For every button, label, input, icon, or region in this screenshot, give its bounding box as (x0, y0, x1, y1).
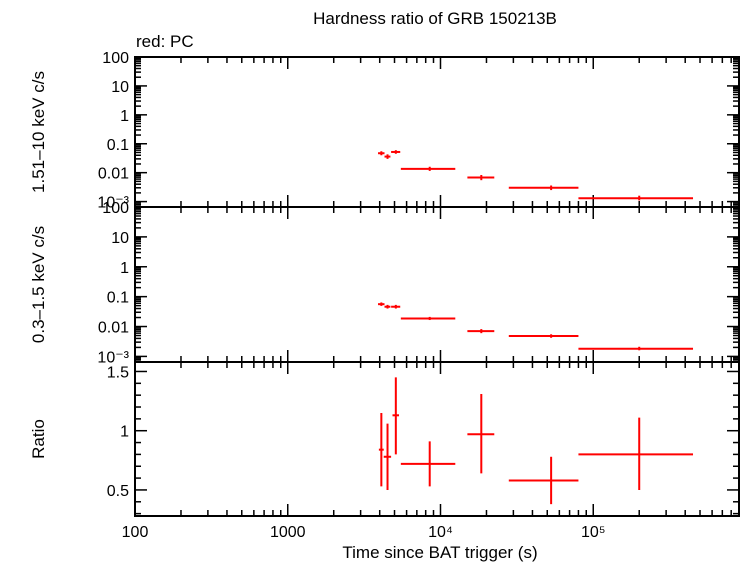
data-point (391, 304, 401, 309)
data-point (383, 423, 392, 490)
data-point (384, 154, 391, 159)
x-tick-label: 1000 (270, 524, 306, 541)
y-tick-label: 1 (120, 260, 129, 277)
data-point (391, 150, 401, 154)
y-axis-label-ratio: Ratio (29, 419, 48, 459)
data-point (578, 195, 694, 201)
data-point (508, 185, 579, 191)
y-axis-label-hard: 1.51–10 keV c/s (29, 71, 48, 193)
y-tick-label: 0.1 (107, 137, 129, 154)
panel-frame-hard (134, 56, 740, 208)
y-tick-label: 1 (120, 424, 129, 441)
data-point (400, 441, 456, 487)
data-point (400, 316, 456, 321)
y-tick-label: 10⁻³ (97, 349, 129, 366)
data-point (392, 377, 400, 455)
data-point (378, 302, 385, 306)
y-ticks-hard (135, 56, 739, 207)
data-point (467, 175, 495, 181)
y-ticks-soft (135, 206, 739, 362)
x-axis-label: Time since BAT trigger (s) (342, 543, 537, 562)
y-tick-label: 10 (111, 79, 129, 96)
y-tick-label: 100 (102, 50, 129, 67)
data-point (578, 417, 694, 490)
data-point (467, 329, 495, 334)
data-points-hard (378, 150, 694, 201)
x-ticks-hard (134, 57, 740, 207)
data-point (508, 456, 579, 505)
x-tick-label: 10⁵ (581, 524, 605, 541)
x-tick-labels: 100 1000 10⁴ 10⁵ (122, 524, 606, 541)
y-axis-label-soft: 0.3–1.5 keV c/s (29, 226, 48, 343)
y-tick-label: 1 (120, 108, 129, 125)
x-tick-label: 10⁴ (428, 524, 453, 541)
panel-soft: 100 10 1 0.1 0.01 10⁻³ 0.3–1.5 keV c/s (29, 200, 740, 366)
data-point (467, 393, 495, 474)
chart-title: Hardness ratio of GRB 150213B (313, 9, 557, 28)
data-point (578, 346, 694, 351)
data-point (400, 166, 456, 171)
x-tick-label: 100 (122, 524, 149, 541)
y-tick-label: 10 (111, 230, 129, 247)
data-point (378, 151, 385, 156)
y-ticks-ratio (135, 370, 739, 515)
y-tick-label: 1.5 (107, 364, 129, 381)
data-point (508, 334, 579, 338)
y-tick-label: 0.01 (98, 166, 129, 183)
y-tick-label: 10⁻³ (97, 195, 129, 212)
panel-frame-ratio (134, 361, 740, 517)
y-tick-label: 0.5 (107, 483, 129, 500)
chart-panels: 100 10 1 0.1 0.01 10⁻³ 1.51–10 keV c/s 100 10 1 0.… (29, 50, 740, 517)
y-tick-label: 0.1 (107, 290, 129, 307)
x-ticks-ratio (134, 362, 740, 516)
series-label: red: PC (136, 32, 194, 51)
panel-ratio: 1.5 1 0.5 Ratio (29, 361, 740, 517)
panel-hard: 100 10 1 0.1 0.01 10⁻³ 1.51–10 keV c/s (29, 50, 740, 212)
panel-frame-soft (134, 206, 740, 363)
data-point (378, 412, 384, 487)
data-points-soft (378, 302, 694, 351)
y-tick-label: 100 (102, 200, 129, 217)
data-point (384, 304, 391, 309)
data-points-ratio (378, 377, 694, 505)
y-tick-label: 0.01 (98, 320, 129, 337)
x-ticks-soft (134, 207, 740, 362)
